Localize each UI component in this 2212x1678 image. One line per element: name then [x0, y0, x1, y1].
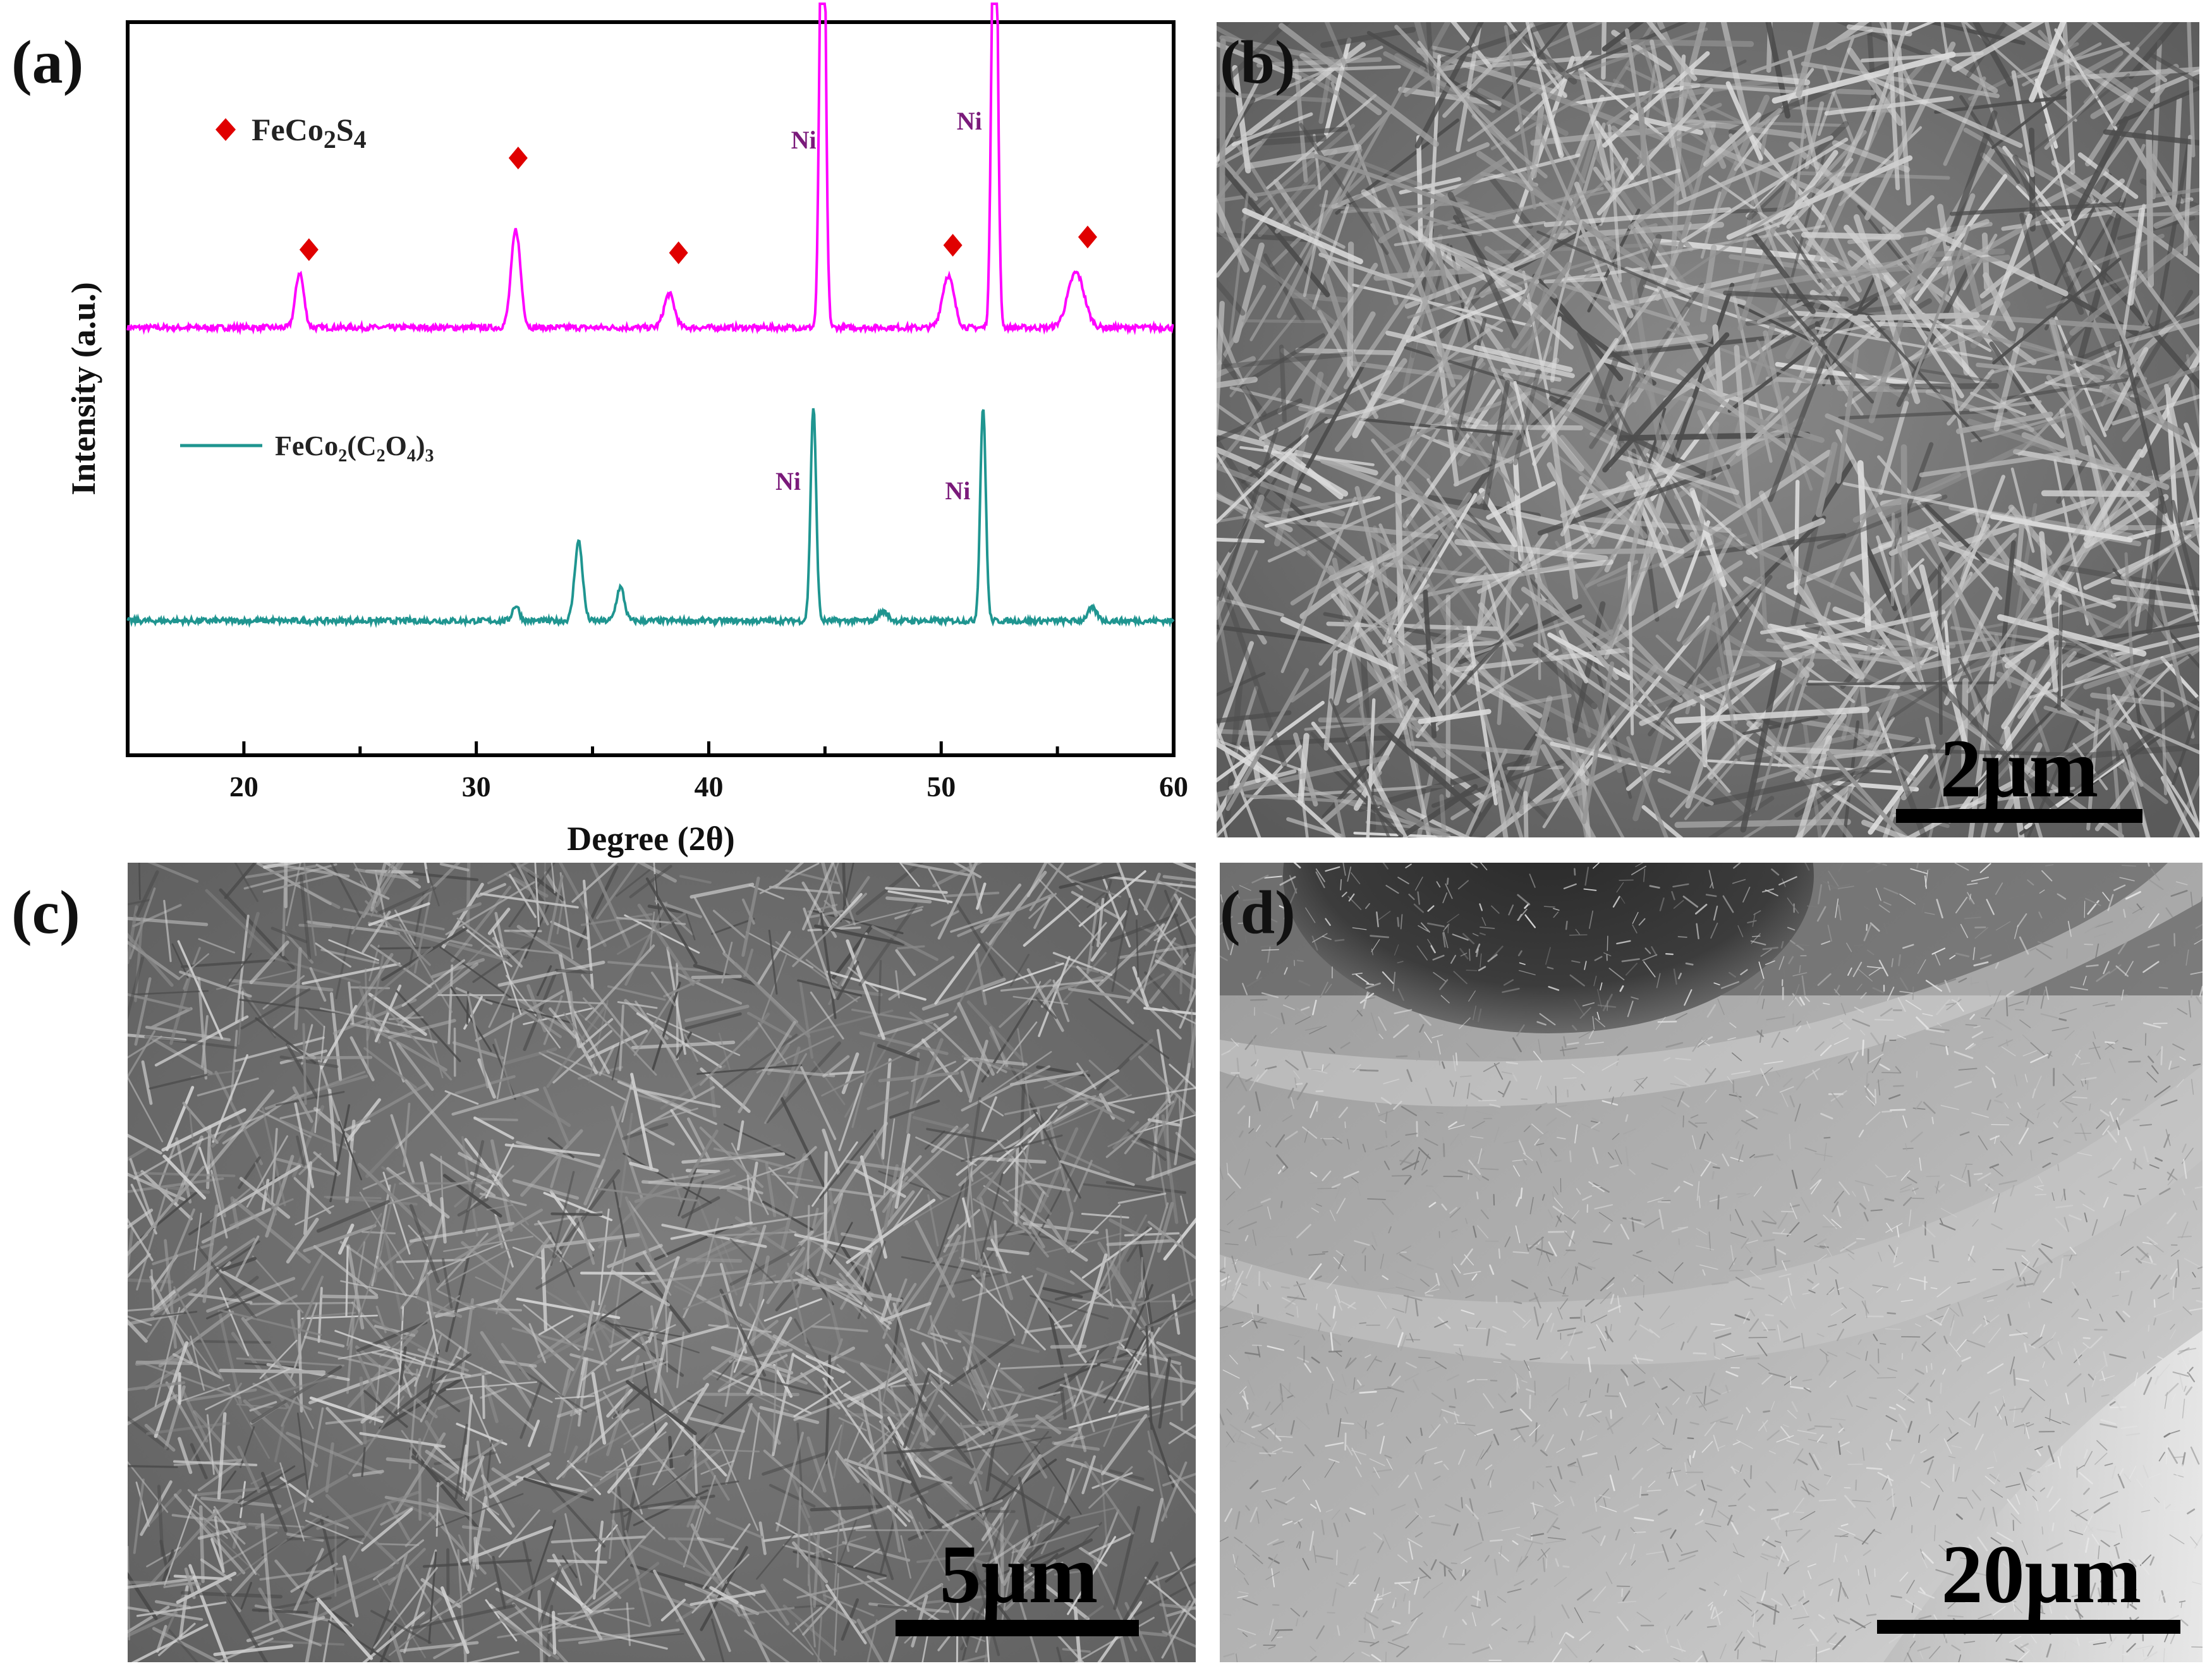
x-axis-tick-labels: 20 30 40 50 60: [229, 770, 1188, 803]
phase-markers: [299, 147, 1097, 264]
sem-image-d: 20μm: [1220, 863, 2203, 1662]
scale-bar-d: [1877, 1620, 2180, 1634]
panel-label-d: (d): [1220, 879, 1296, 947]
x-tick-label: 20: [229, 770, 258, 803]
legend-entry-FeCo2C2O43: FeCo2(C2O4)3: [275, 430, 434, 466]
scale-bar-label-d: 20μm: [1942, 1528, 2142, 1620]
x-tick-label: 30: [462, 770, 491, 803]
panel-label-a: (a): [11, 28, 84, 97]
phase-marker-diamond: [1078, 226, 1097, 248]
y-axis-label: Intensity (a.u.): [64, 282, 102, 495]
series-line-FeCo2S4: [126, 2, 1174, 336]
scale-bar-c: [896, 1620, 1139, 1636]
panel-label-b: (b): [1220, 28, 1296, 97]
x-axis-ticks: [126, 741, 1176, 755]
phase-marker-diamond: [299, 238, 319, 261]
x-tick-label: 40: [694, 770, 723, 803]
xrd-chart-panel: 20 30 40 50 60 Ni Ni Ni Ni FeCo2S4 FeCo2(C2O4)3…: [0, 0, 1201, 860]
ni-peak-label: Ni: [957, 107, 982, 135]
panel-label-c: (c): [11, 879, 80, 947]
x-tick-label: 50: [927, 770, 956, 803]
sem-image-c: 5μm: [128, 863, 1196, 1662]
phase-marker-diamond: [669, 241, 688, 264]
ni-peak-label: Ni: [945, 477, 970, 505]
ni-peak-label: Ni: [775, 467, 801, 495]
phase-marker-diamond: [943, 234, 963, 257]
sem-image-b: 2μm: [1217, 22, 2199, 837]
legend-entry-FeCo2S4: FeCo2S4: [252, 112, 367, 154]
xrd-chart: 20 30 40 50 60 Ni Ni Ni Ni FeCo2S4 FeCo2(C2O4)3…: [64, 2, 1188, 858]
scale-bar-label-b: 2μm: [1940, 722, 2099, 815]
x-tick-label: 60: [1159, 770, 1188, 803]
ni-peak-labels: Ni Ni Ni Ni: [775, 107, 982, 505]
legend-diamond-marker: [216, 118, 236, 141]
ni-peak-label: Ni: [791, 126, 817, 154]
series-line-FeCo2C2O43: [126, 408, 1175, 628]
x-axis-label: Degree (2θ): [567, 820, 735, 858]
scale-bar-label-c: 5μm: [940, 1528, 1098, 1620]
scale-bar-b: [1896, 809, 2142, 823]
phase-marker-diamond: [508, 147, 528, 169]
legend: FeCo2S4 FeCo2(C2O4)3: [180, 112, 434, 466]
